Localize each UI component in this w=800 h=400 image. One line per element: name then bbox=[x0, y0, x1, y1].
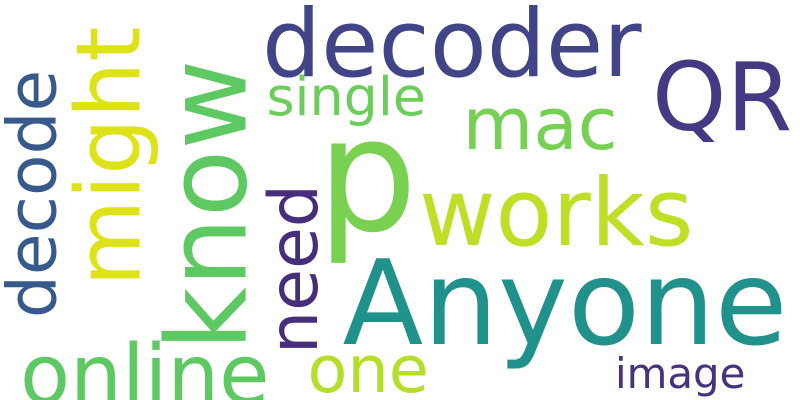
word-mac: mac bbox=[462, 82, 618, 167]
word-anyone: Anyone bbox=[342, 234, 788, 372]
word-decode: decode bbox=[0, 69, 73, 319]
word-know: know bbox=[144, 59, 273, 351]
word-one: one bbox=[307, 331, 429, 400]
word-works: works bbox=[419, 158, 694, 268]
word-decoder: decoder bbox=[262, 0, 642, 98]
word-qr: QR bbox=[652, 42, 793, 153]
word-p: p bbox=[317, 84, 418, 268]
word-might: might bbox=[57, 26, 162, 287]
word-image: image bbox=[615, 349, 746, 398]
word-need: need bbox=[254, 184, 334, 354]
word-single: single bbox=[266, 65, 426, 128]
word-online: online bbox=[20, 328, 270, 400]
